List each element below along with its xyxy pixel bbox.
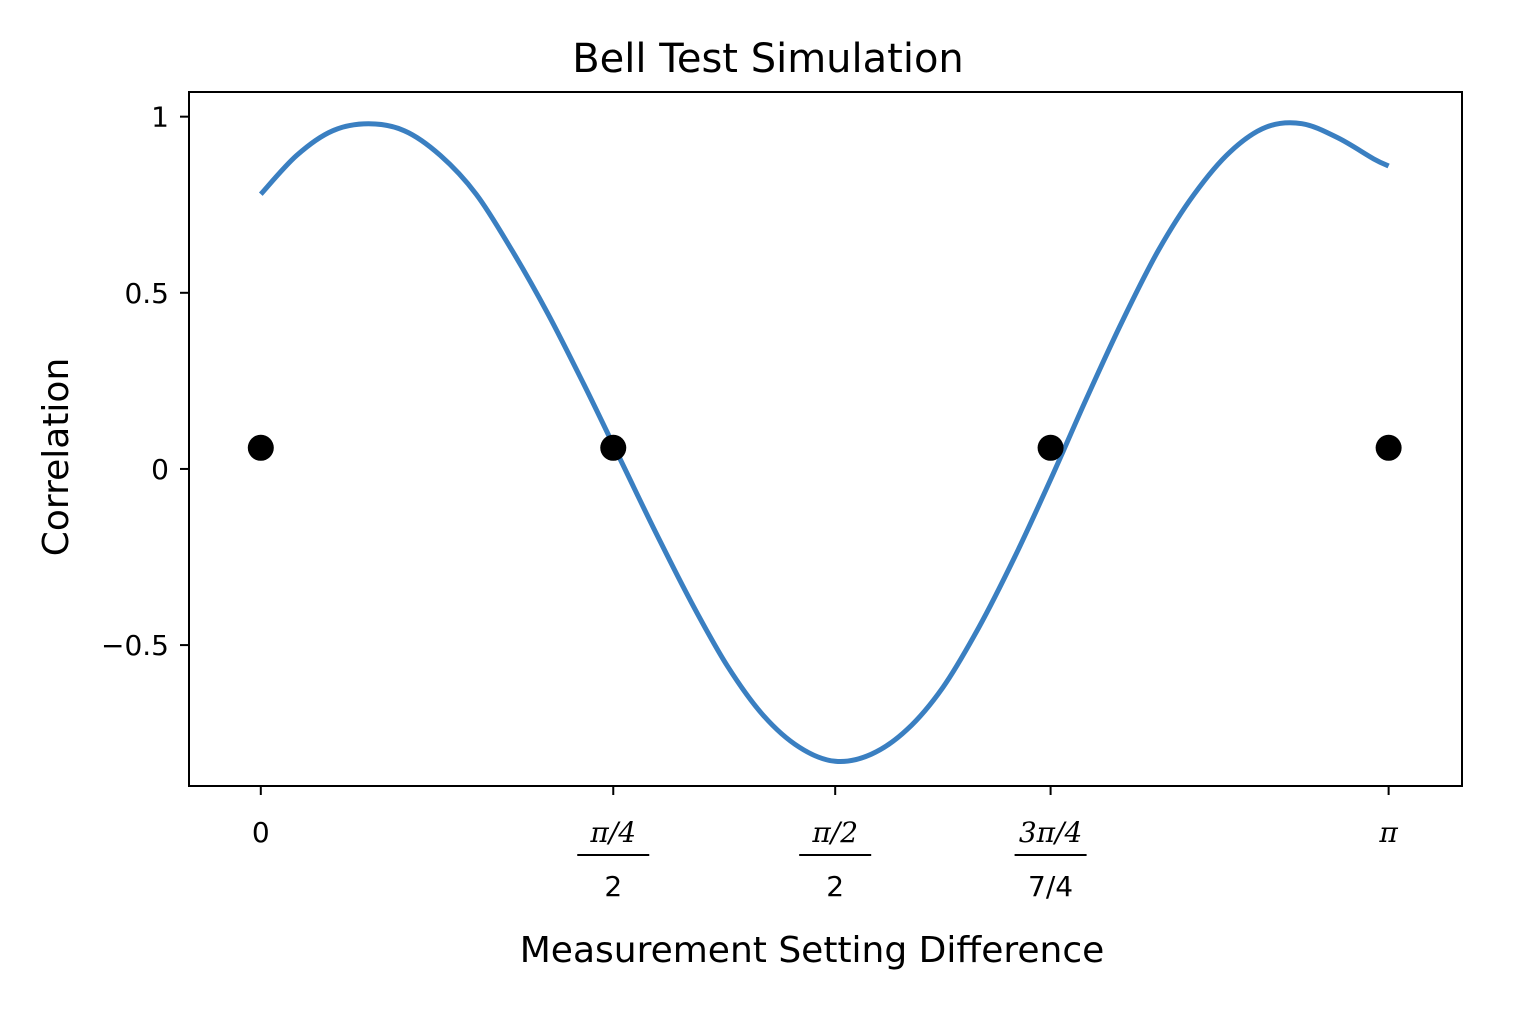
plot-area-frame: [188, 91, 1463, 787]
x-tick-label-numerator: 3π/4: [1019, 816, 1082, 849]
data-point: [600, 434, 627, 461]
y-tick-label: 0.5: [124, 277, 169, 310]
x-tick-label-denominator: 2: [826, 870, 844, 903]
data-point: [247, 434, 274, 461]
x-axis-label: Measurement Setting Difference: [520, 930, 1105, 971]
y-axis: 1 0.5 0 −0.5: [101, 101, 189, 662]
x-tick-label-numerator: π/4: [589, 816, 636, 849]
correlation-curve: [258, 120, 1390, 765]
y-tick-label: −0.5: [101, 629, 169, 662]
x-axis: 0 π/4 2 π/2 2 3π/4 7/4 π: [252, 786, 1398, 903]
data-point: [1375, 434, 1402, 461]
y-axis-label: Correlation: [36, 358, 77, 557]
plot-marks: [247, 120, 1402, 765]
y-tick-label: 0: [151, 453, 169, 486]
y-tick-label: 1: [151, 101, 169, 134]
x-tick-label: π: [1378, 816, 1398, 849]
chart-title: Bell Test Simulation: [572, 36, 964, 82]
x-tick-label-numerator: π/2: [811, 816, 858, 849]
x-tick-label-denominator: 2: [604, 870, 622, 903]
data-point: [1037, 434, 1064, 461]
x-tick-label: 0: [252, 816, 270, 849]
x-tick-label-denominator: 7/4: [1028, 870, 1073, 903]
